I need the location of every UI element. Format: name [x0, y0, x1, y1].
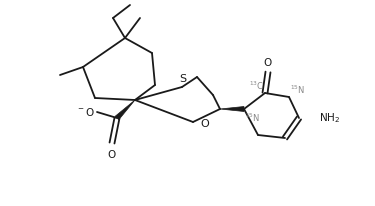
Text: O: O: [264, 58, 272, 68]
Polygon shape: [220, 107, 244, 111]
Text: $^{15}$N: $^{15}$N: [290, 84, 305, 96]
Text: O: O: [108, 150, 116, 160]
Text: $^{13}$C: $^{13}$C: [249, 80, 264, 92]
Text: $^{15}$N: $^{15}$N: [245, 112, 260, 124]
Text: S: S: [179, 74, 187, 84]
Text: O: O: [200, 119, 209, 129]
Polygon shape: [115, 100, 135, 120]
Text: $^-$O: $^-$O: [76, 106, 95, 118]
Text: NH$_2$: NH$_2$: [319, 111, 340, 125]
